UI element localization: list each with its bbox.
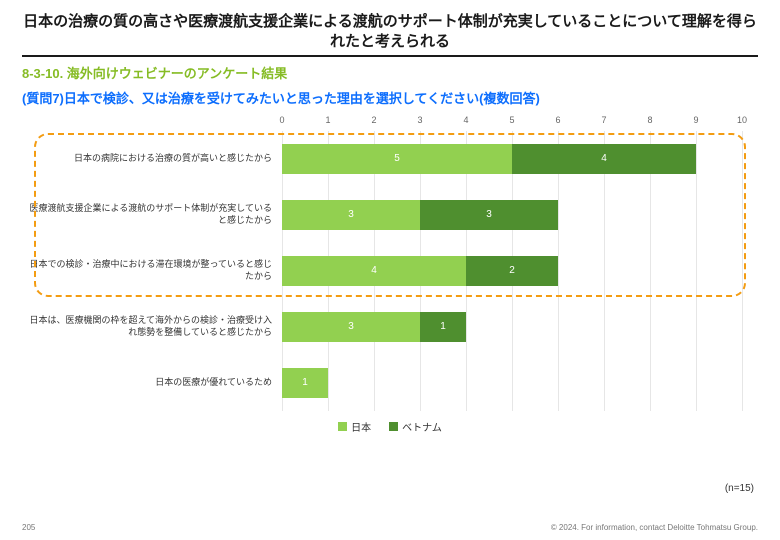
bar-track: 31 bbox=[282, 312, 742, 342]
title-underline bbox=[22, 55, 758, 57]
legend: 日本 ベトナム bbox=[22, 419, 758, 434]
bar-segment-b: 3 bbox=[420, 200, 558, 230]
x-axis: 012345678910 bbox=[282, 115, 742, 131]
legend-item-a: 日本 bbox=[338, 419, 371, 434]
footer: 205 © 2024. For information, contact Del… bbox=[22, 523, 758, 532]
subtitle: 8-3-10. 海外向けウェビナーのアンケート結果 bbox=[22, 63, 758, 82]
chart: 012345678910 日本の病院における治療の質が高いと感じたから54医療渡… bbox=[22, 115, 758, 411]
x-tick: 0 bbox=[279, 115, 284, 125]
legend-item-b: ベトナム bbox=[389, 419, 442, 434]
bar-segment-a: 5 bbox=[282, 144, 512, 174]
row-label: 医療渡航支援企業による渡航のサポート体制が充実していると感じたから bbox=[22, 203, 282, 226]
bar-track: 54 bbox=[282, 144, 742, 174]
bar-segment-a: 1 bbox=[282, 368, 328, 398]
bar-segment-a: 4 bbox=[282, 256, 466, 286]
bar-track: 42 bbox=[282, 256, 742, 286]
row-label: 日本は、医療機関の枠を超えて海外からの検診・治療受け入れ態勢を整備していると感じ… bbox=[22, 315, 282, 338]
chart-row: 日本の病院における治療の質が高いと感じたから54 bbox=[22, 131, 758, 187]
bar-track: 1 bbox=[282, 368, 742, 398]
x-tick: 6 bbox=[555, 115, 560, 125]
n-label: (n=15) bbox=[725, 483, 754, 494]
x-tick: 1 bbox=[325, 115, 330, 125]
swatch-a bbox=[338, 422, 347, 431]
copyright: © 2024. For information, contact Deloitt… bbox=[551, 523, 758, 532]
bar-track: 33 bbox=[282, 200, 742, 230]
x-tick: 7 bbox=[601, 115, 606, 125]
chart-row: 医療渡航支援企業による渡航のサポート体制が充実していると感じたから33 bbox=[22, 187, 758, 243]
chart-row: 日本の医療が優れているため1 bbox=[22, 355, 758, 411]
x-tick: 3 bbox=[417, 115, 422, 125]
bar-segment-b: 2 bbox=[466, 256, 558, 286]
row-label: 日本の病院における治療の質が高いと感じたから bbox=[22, 153, 282, 164]
x-tick: 9 bbox=[693, 115, 698, 125]
question-text: (質問7)日本で検診、又は治療を受けてみたいと思った理由を選択してください(複数… bbox=[22, 88, 758, 107]
page-number: 205 bbox=[22, 523, 35, 532]
x-tick: 8 bbox=[647, 115, 652, 125]
chart-row: 日本での検診・治療中における滞在環境が整っていると感じたから42 bbox=[22, 243, 758, 299]
row-label: 日本の医療が優れているため bbox=[22, 377, 282, 388]
bar-segment-b: 1 bbox=[420, 312, 466, 342]
chart-row: 日本は、医療機関の枠を超えて海外からの検診・治療受け入れ態勢を整備していると感じ… bbox=[22, 299, 758, 355]
x-tick: 10 bbox=[737, 115, 747, 125]
x-tick: 4 bbox=[463, 115, 468, 125]
bar-segment-b: 4 bbox=[512, 144, 696, 174]
page-title: 日本の治療の質の高さや医療渡航支援企業による渡航のサポート体制が充実していること… bbox=[22, 12, 758, 53]
legend-label-a: 日本 bbox=[351, 419, 371, 434]
bar-segment-a: 3 bbox=[282, 200, 420, 230]
x-tick: 5 bbox=[509, 115, 514, 125]
row-label: 日本での検診・治療中における滞在環境が整っていると感じたから bbox=[22, 259, 282, 282]
swatch-b bbox=[389, 422, 398, 431]
chart-rows: 日本の病院における治療の質が高いと感じたから54医療渡航支援企業による渡航のサポ… bbox=[22, 131, 758, 411]
legend-label-b: ベトナム bbox=[402, 419, 442, 434]
x-tick: 2 bbox=[371, 115, 376, 125]
bar-segment-a: 3 bbox=[282, 312, 420, 342]
